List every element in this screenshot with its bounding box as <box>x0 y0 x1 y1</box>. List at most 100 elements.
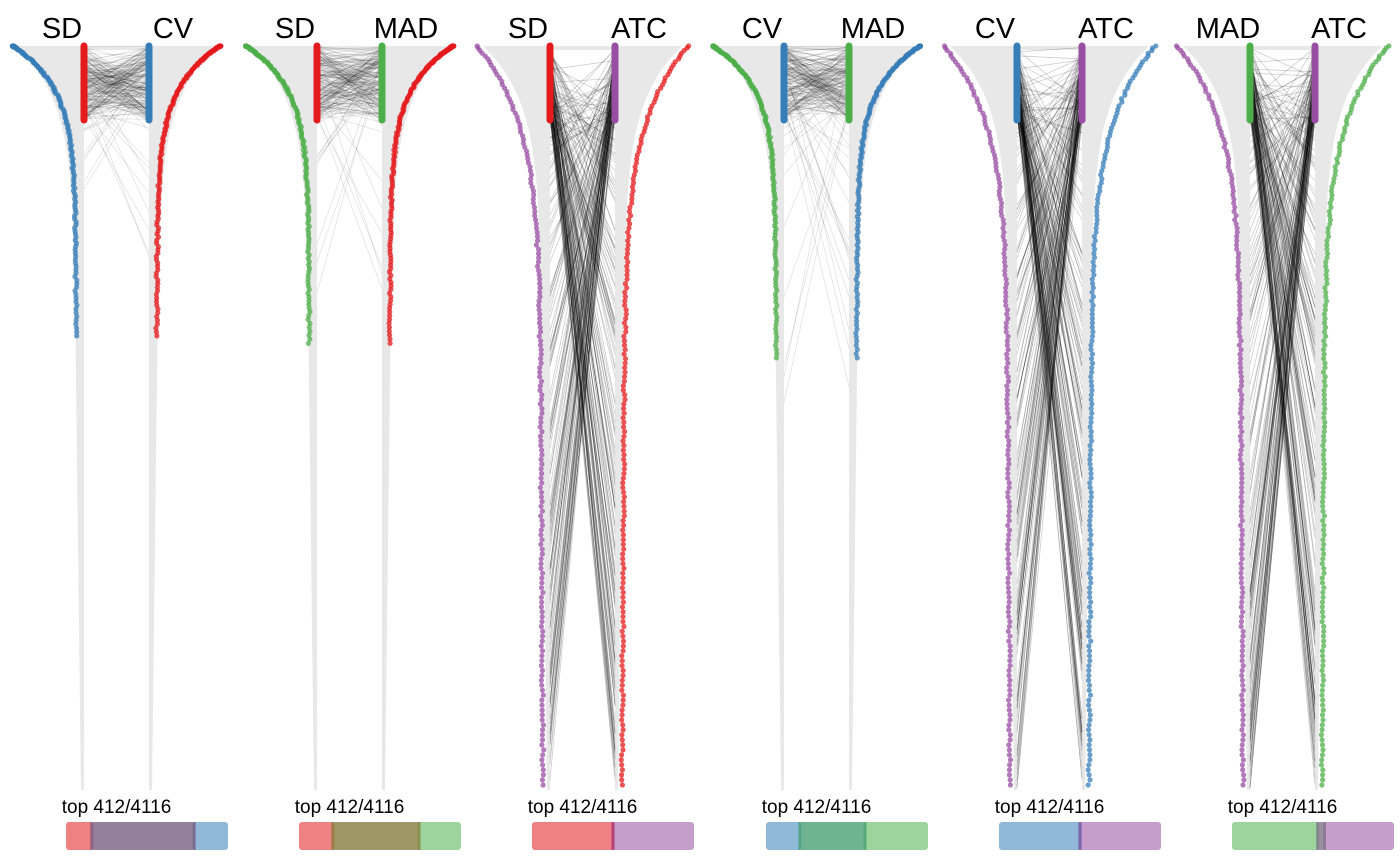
rank-link <box>549 112 616 304</box>
rank-link <box>316 48 383 78</box>
rank-dot <box>1088 415 1094 421</box>
rank-dot <box>622 396 628 403</box>
rank-dot <box>1358 85 1364 91</box>
rank-dot <box>621 499 627 505</box>
rank-dot <box>996 188 1002 194</box>
rank-link <box>83 97 150 109</box>
rank-link <box>316 46 383 115</box>
rank-dot <box>1005 333 1011 339</box>
rank-link <box>783 50 850 87</box>
rank-link <box>1016 89 1083 210</box>
rank-link <box>783 80 850 96</box>
rank-link <box>316 68 383 106</box>
rank-link <box>783 92 850 114</box>
rank-link <box>83 118 150 120</box>
rank-dot <box>621 470 627 477</box>
rank-dot <box>1238 365 1244 371</box>
rank-link <box>1016 80 1083 400</box>
rank-link <box>549 106 616 156</box>
rank-link <box>316 56 383 112</box>
rank-link <box>783 69 850 83</box>
rank-link <box>1016 108 1083 650</box>
rank-link <box>83 94 150 121</box>
rank-link <box>1249 72 1316 77</box>
rank-dot <box>73 317 79 323</box>
rank-dot <box>621 503 627 509</box>
rank-dot <box>1320 594 1326 600</box>
rank-dot <box>1099 176 1105 182</box>
rank-dot <box>999 213 1005 219</box>
rank-link <box>316 81 383 84</box>
rank-dot <box>540 628 546 635</box>
rank-link <box>1249 87 1316 120</box>
rank-link <box>549 104 616 440</box>
rank-link <box>549 66 616 526</box>
rank-link <box>549 95 616 433</box>
rank-link <box>83 81 150 119</box>
rank-dot <box>1238 551 1244 557</box>
left-method-title: CV <box>742 13 783 45</box>
rank-link <box>1016 117 1083 367</box>
rank-dot <box>999 200 1005 206</box>
rank-link <box>1016 62 1083 371</box>
rank-dot <box>1086 653 1093 659</box>
rank-dot <box>1086 727 1092 733</box>
rank-link <box>1016 111 1083 296</box>
rank-link <box>83 66 150 79</box>
rank-link <box>316 92 383 115</box>
rank-link <box>316 53 383 108</box>
rank-link <box>1249 66 1316 278</box>
rank-link <box>316 90 383 109</box>
rank-dot <box>1320 663 1326 669</box>
rank-link <box>1016 55 1083 60</box>
rank-link <box>783 73 850 99</box>
rank-link <box>1016 71 1083 402</box>
rank-link <box>783 73 850 90</box>
rank-link <box>549 107 616 735</box>
rank-dot <box>624 268 630 274</box>
rank-link <box>1249 75 1316 617</box>
rank-link <box>549 90 616 724</box>
rank-dot <box>1094 204 1100 210</box>
rank-link <box>83 57 150 113</box>
rank-link <box>549 93 616 653</box>
rank-link <box>549 56 616 745</box>
rank-link <box>1249 91 1316 569</box>
rank-dot <box>1322 365 1328 371</box>
rank-link <box>1016 96 1083 546</box>
rank-link <box>783 56 850 102</box>
rank-link <box>783 69 850 102</box>
rank-dot <box>1086 619 1092 625</box>
rank-dot <box>626 217 632 223</box>
rank-dot <box>1087 752 1093 758</box>
rank-link <box>1249 69 1316 502</box>
rank-dot <box>629 200 635 206</box>
rank-link <box>783 89 850 111</box>
rank-dot <box>1006 772 1013 778</box>
rank-dot <box>1237 410 1243 416</box>
rank-dot <box>854 338 860 344</box>
rank-link <box>783 69 850 120</box>
rank-dot <box>1090 294 1096 300</box>
rank-link <box>316 102 383 105</box>
rank-link <box>1016 111 1083 642</box>
rank-dot <box>537 383 544 389</box>
rank-link <box>83 73 150 90</box>
rank-link <box>1249 62 1316 284</box>
rank-dot <box>539 712 545 718</box>
rank-dot <box>620 614 626 620</box>
rank-link <box>1016 97 1083 253</box>
rank-link <box>316 54 383 79</box>
rank-link <box>1016 50 1083 616</box>
rank-link <box>83 73 150 104</box>
rank-link <box>1016 77 1083 273</box>
rank-link <box>83 77 150 120</box>
rank-link <box>83 49 150 114</box>
rank-link <box>783 50 850 75</box>
rank-link <box>1249 94 1316 719</box>
rank-link <box>1016 119 1083 502</box>
rank-link <box>1016 55 1083 345</box>
rank-dot <box>621 522 627 529</box>
rank-link <box>316 105 383 119</box>
rank-link <box>1249 101 1316 430</box>
